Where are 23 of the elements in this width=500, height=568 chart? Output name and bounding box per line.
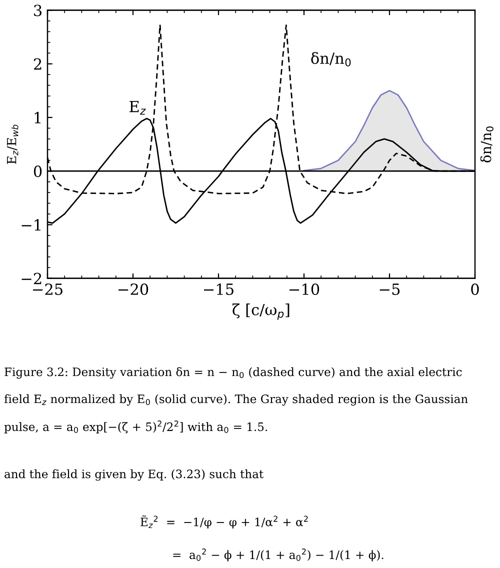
- text: = a$_{0}$$^{2}$ − ϕ + 1/(1 + a$_{0}$$^{2}$) − 1/(1 + ϕ).: [173, 548, 384, 562]
- y2-axis-title: δn/n$_{0}$: [480, 126, 494, 162]
- annotation: E$_{z}$: [130, 100, 146, 115]
- y-tick-label: 2: [34, 58, 42, 70]
- x-tick-label: −25: [32, 283, 62, 296]
- x-tick-label: −10: [289, 283, 320, 296]
- x-tick-label: 0: [471, 283, 479, 296]
- text: pulse, a = a$_{0}$ exp[−(ζ + 5)$^{2}$/2$^{2}$] with a$_{0}$ = 1.5.: [4, 420, 268, 434]
- x-tick-label: −20: [118, 283, 148, 296]
- y-axis-title: E$_{z}$/E$_{wb}$: [7, 124, 18, 164]
- caption: Figure 3.2: Density variation δn = n − n$_{0}$ (dashed curve) and the axial electric: [4, 367, 462, 379]
- y-tick-label: −1: [22, 219, 40, 231]
- text: field E$_{z}$ normalized by E$_{0}$ (solid curve). The Gray shaded region is the Gaussian: [4, 394, 468, 406]
- text: and the field is given by Eq. (3.23) such that: [4, 469, 264, 481]
- y-tick-label: 0: [34, 166, 42, 178]
- y-tick-label: 1: [34, 112, 40, 124]
- x-axis-title: ζ [c/ω$_{p}$]: [232, 304, 290, 320]
- x-tick-label: −5: [380, 284, 400, 296]
- y-tick-label: 3: [34, 4, 42, 16]
- text: Ẽ$_{z}$$^{2}$ = −1/φ − φ + 1/α$^{2}$ + α$^{2}$: [140, 515, 308, 529]
- y-tick-label: −2: [22, 272, 42, 284]
- x-tick-label: −15: [204, 283, 234, 296]
- annotation: δn/n$_{0}$: [311, 52, 351, 66]
